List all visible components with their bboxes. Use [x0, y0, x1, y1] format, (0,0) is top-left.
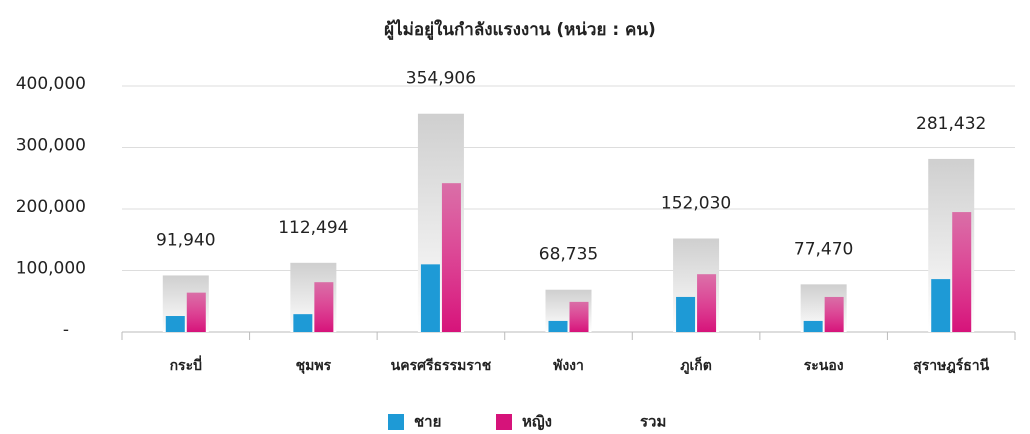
data-label: 91,940 — [156, 230, 215, 250]
x-tick-label: กระบี่ — [170, 355, 203, 374]
female-bar — [569, 301, 589, 332]
y-tick-label: 300,000 — [16, 136, 86, 156]
x-tick-label: ชุมพร — [296, 358, 332, 374]
male-bar — [676, 296, 696, 332]
legend-swatch — [388, 414, 404, 430]
data-label: 152,030 — [661, 194, 731, 214]
male-bar — [293, 314, 313, 332]
x-tick-label: ระนอง — [804, 358, 844, 374]
male-bar — [931, 279, 951, 332]
legend-swatch — [496, 414, 512, 430]
data-label: 281,432 — [916, 114, 986, 134]
x-tick-label: พังงา — [553, 358, 584, 374]
male-bar — [420, 264, 440, 332]
data-label: 68,735 — [539, 245, 598, 265]
legend-swatch — [614, 414, 630, 430]
data-label: 77,470 — [794, 239, 853, 259]
x-tick-label: นครศรีธรรมราช — [391, 358, 492, 374]
x-tick-label: สุราษฎร์ธานี — [913, 357, 989, 374]
female-bar — [824, 296, 844, 332]
x-tick-label: ภูเก็ต — [680, 356, 712, 374]
y-tick-label: 400,000 — [16, 74, 86, 94]
female-bar — [186, 292, 206, 332]
male-bar — [803, 320, 823, 332]
male-bar — [165, 316, 185, 332]
female-bar — [952, 212, 972, 332]
legend-label: ชาย — [414, 413, 441, 431]
y-tick-label: 100,000 — [16, 259, 86, 279]
y-tick-label: - — [63, 320, 69, 340]
female-bar — [697, 274, 717, 332]
female-bar — [441, 183, 461, 332]
male-bar — [548, 320, 568, 332]
legend-label: รวม — [640, 413, 666, 431]
y-tick-label: 200,000 — [16, 197, 86, 217]
data-label: 112,494 — [278, 218, 348, 238]
data-label: 354,906 — [406, 69, 476, 89]
female-bar — [314, 282, 334, 332]
chart-title: ผู้ไม่อยู่ในกำลังแรงงาน (หน่วย : คน) — [384, 19, 656, 41]
legend-label: หญิง — [522, 413, 552, 431]
